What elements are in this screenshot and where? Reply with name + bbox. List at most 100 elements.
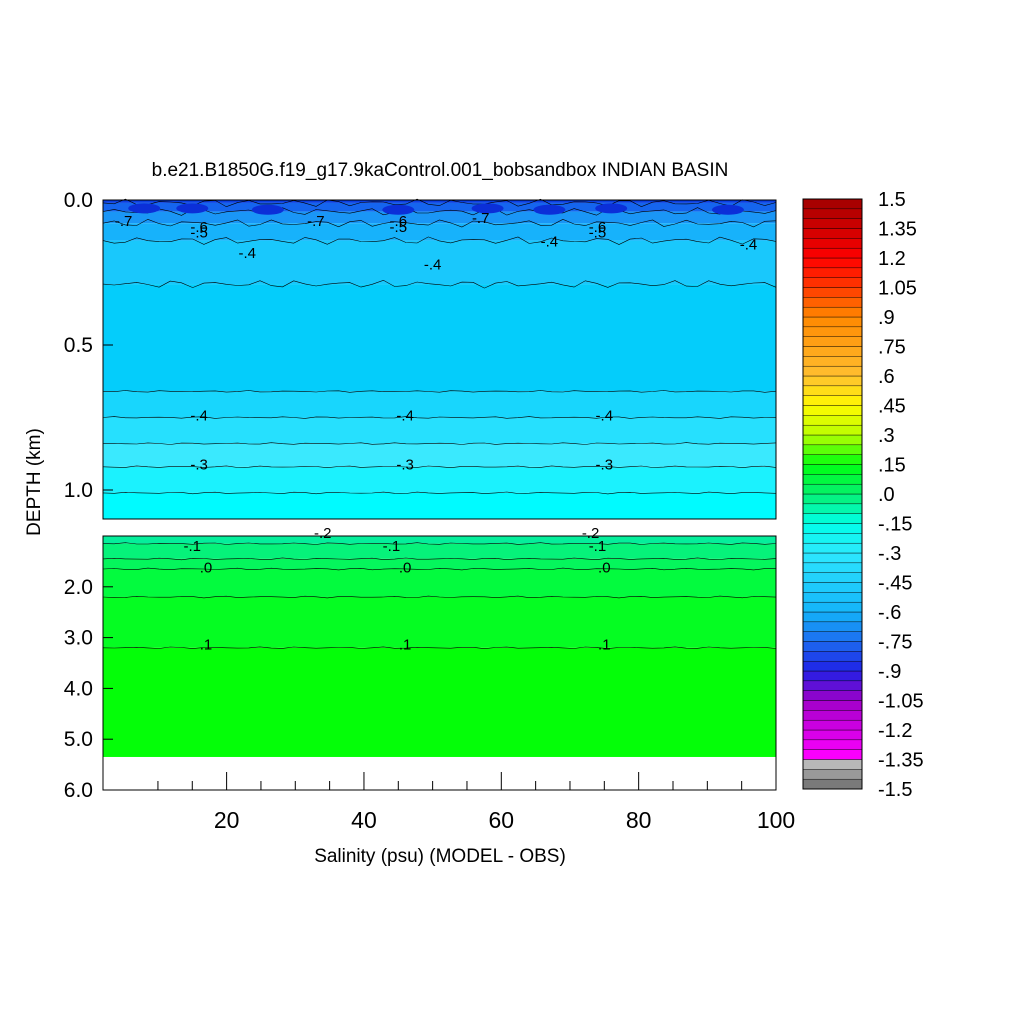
lower-contour-label-1: -.2 (582, 525, 600, 542)
colorbar-bin-59 (802, 198, 863, 210)
colorbar-bin-31 (802, 474, 863, 485)
colorbar-bin-48 (802, 306, 863, 318)
upper-contour-label-9: -.4 (541, 233, 559, 250)
upper-layer-5 (103, 284, 776, 392)
colorbar-label-3: 1.05 (878, 278, 917, 300)
colorbar-bin-29 (802, 493, 863, 505)
upper-contour-label-11: -.5 (589, 225, 607, 242)
colorbar-bin-49 (802, 297, 863, 308)
upper-layer-8 (103, 443, 776, 467)
colorbar-bin-30 (802, 483, 863, 495)
colorbar-label-16: -.9 (878, 661, 901, 683)
colorbar-bin-0 (802, 778, 863, 790)
colorbar-bin-2 (802, 759, 863, 770)
upper-layer-0 (103, 200, 776, 203)
upper-contour-label-17: -.3 (396, 457, 414, 474)
upper-contour-label-4: -.7 (307, 213, 325, 230)
colorbar-label-10: .0 (878, 484, 895, 506)
upper-contour-label-15: -.4 (596, 407, 614, 424)
colorbar-bin-9 (802, 690, 863, 701)
upper-contour-line-3 (102, 218, 777, 228)
colorbar-bin-55 (802, 238, 863, 249)
lower-layer-3 (103, 569, 776, 597)
colorbar-bin-11 (802, 670, 863, 682)
colorbar-label-6: .6 (878, 366, 895, 388)
upper-y-tick-label-0: 0.0 (64, 189, 93, 212)
upper-contour-label-7: -.4 (424, 257, 442, 274)
colorbar-label-4: .9 (878, 307, 895, 329)
colorbar-label-5: .75 (878, 337, 906, 359)
colorbar-bin-36 (802, 424, 863, 436)
colorbar-label-18: -1.2 (878, 720, 912, 742)
lower-layer-1 (103, 543, 776, 559)
upper-contour-label-3: -.4 (238, 245, 256, 262)
x-tick-label-1: 40 (351, 807, 377, 833)
colorbar-frame (802, 198, 863, 790)
upper-y-tick-label-2: 1.0 (64, 479, 93, 502)
x-axis-label: Salinity (psu) (MODEL - OBS) (314, 846, 566, 867)
upper-contour-label-6: -.5 (390, 219, 408, 236)
lower-contour-label-8: .1 (200, 636, 213, 653)
colorbar-bin-40 (802, 385, 863, 396)
upper-panel-frame (102, 199, 777, 520)
colorbar-bin-57 (802, 218, 863, 229)
colorbar-bin-20 (802, 582, 863, 593)
upper-layer-9 (103, 466, 776, 493)
x-axis: 20 40 60 80 100 (157, 772, 795, 833)
lower-contour-line-4 (102, 595, 777, 599)
upper-depth-panel: -.7 -.6-.5-.4-.7 -.6-.5-.4-.7-.4-.6-.5-.4-… (64, 189, 777, 520)
colorbar-bin-37 (802, 415, 863, 426)
colorbar-bin-4 (802, 739, 863, 750)
surface-anomaly-blob-0 (128, 203, 161, 214)
colorbar-label-0: 1.5 (878, 189, 906, 211)
upper-contour-line-6 (102, 390, 777, 393)
colorbar-bin-23 (802, 552, 863, 564)
colorbar-bin-13 (802, 651, 863, 662)
colorbar-bin-6 (802, 719, 863, 731)
colorbar-bin-5 (802, 729, 863, 741)
lower-contour-label-9: .1 (399, 636, 412, 653)
colorbar-label-19: -1.35 (878, 750, 924, 772)
lower-y-tick-label-3: 5.0 (64, 728, 93, 751)
lower-contour-line-3 (102, 567, 777, 571)
colorbar-bin-34 (802, 444, 863, 455)
colorbar-bin-19 (802, 592, 863, 603)
x-tick-label-0: 20 (214, 807, 240, 833)
lower-contour-label-10: .1 (598, 636, 611, 653)
colorbar-bin-43 (802, 356, 863, 367)
colorbar-bin-22 (802, 562, 863, 573)
colorbar-bin-45 (802, 336, 863, 347)
colorbar-bin-41 (802, 375, 863, 387)
colorbar-bin-35 (802, 434, 863, 446)
colorbar-bin-33 (802, 454, 863, 465)
upper-contour-line-7 (102, 416, 777, 419)
upper-contour-label-5: -.6 (390, 213, 408, 230)
colorbar-bin-17 (802, 611, 863, 623)
upper-contour-label-0: -.7 (115, 213, 133, 230)
colorbar-bin-53 (802, 257, 863, 269)
lower-y-tick-label-1: 3.0 (64, 627, 93, 650)
colorbar-bin-56 (802, 228, 863, 239)
lower-layer-5 (103, 647, 776, 757)
upper-contour-line-9 (102, 465, 777, 469)
colorbar-bin-8 (802, 700, 863, 711)
colorbar-bin-42 (802, 365, 863, 377)
colorbar-bin-15 (802, 631, 863, 642)
colorbar-bin-10 (802, 680, 863, 691)
colorbar-bin-1 (802, 769, 863, 780)
lower-layer-2 (103, 558, 776, 570)
colorbar-bin-28 (802, 503, 863, 514)
upper-contour-label-2: -.5 (190, 225, 208, 242)
chart-title: b.e21.B1850G.f19_g17.9kaControl.001_bobs… (152, 160, 729, 181)
colorbar-label-13: -.45 (878, 573, 912, 595)
lower-contour-label-0: -.2 (314, 525, 332, 542)
upper-layer-4 (103, 240, 776, 285)
surface-anomaly-blob-1 (176, 203, 209, 214)
lower-contour-label-2: -.1 (184, 538, 202, 555)
upper-contour-line-5 (102, 279, 777, 289)
x-tick-label-4: 100 (757, 807, 795, 833)
colorbar-bin-54 (802, 247, 863, 259)
upper-contour-label-10: -.6 (589, 219, 607, 236)
upper-contour-label-18: -.3 (596, 457, 614, 474)
upper-layer-7 (103, 417, 776, 444)
